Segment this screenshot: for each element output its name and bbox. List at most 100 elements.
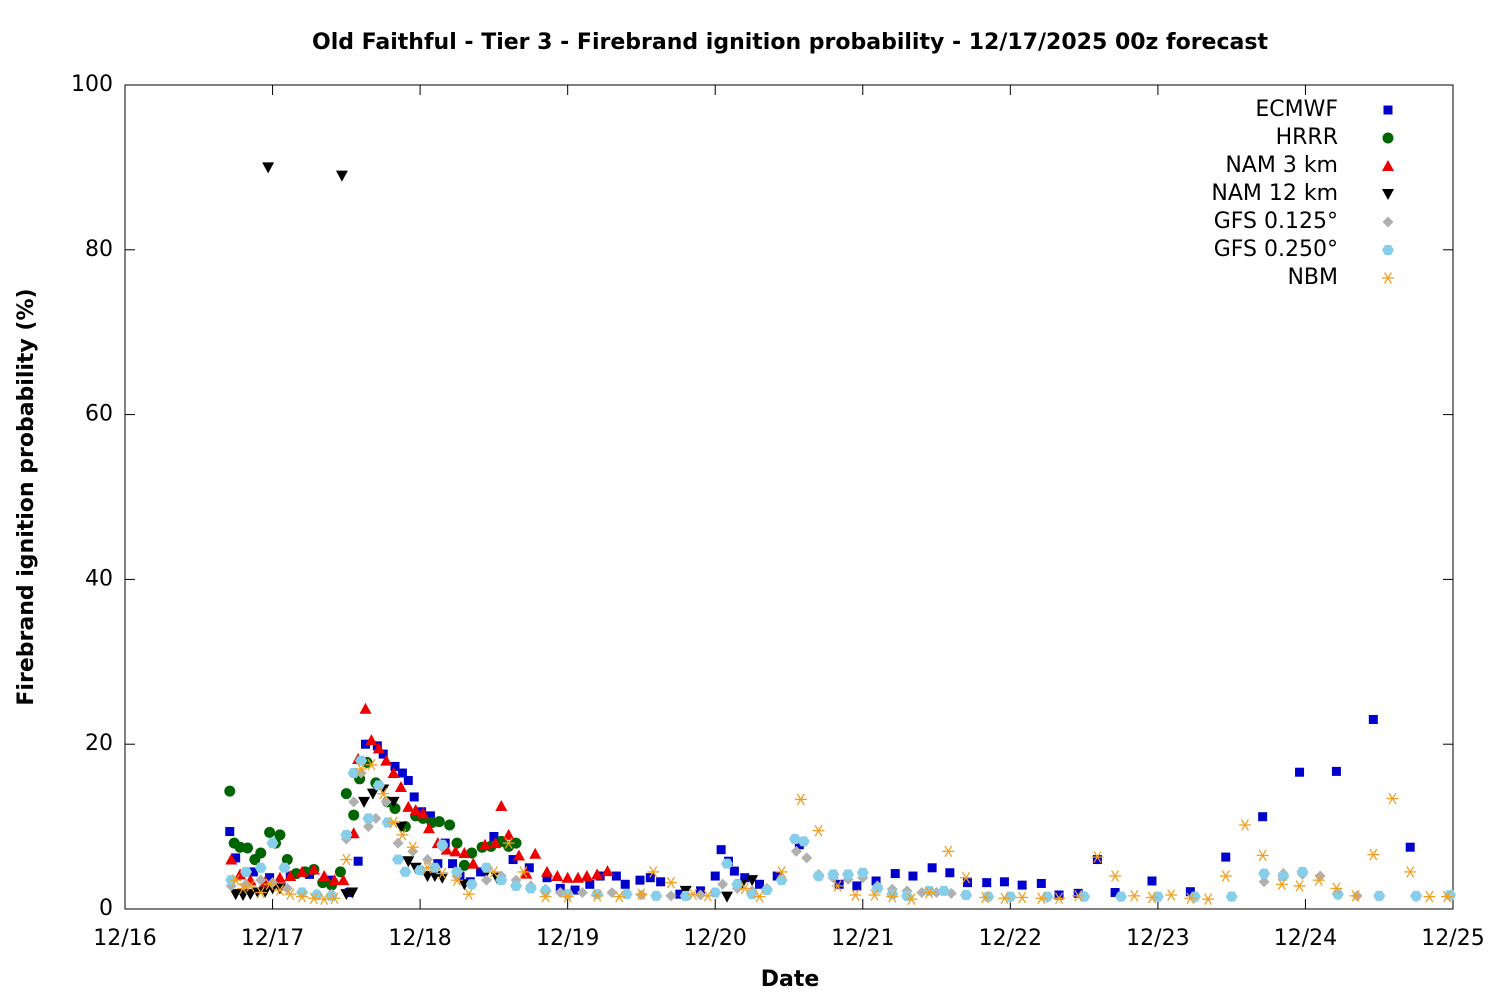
data-point — [601, 865, 614, 877]
data-point — [365, 758, 378, 771]
asterisk-stroke — [1295, 880, 1304, 892]
legend-marker — [1382, 189, 1394, 200]
data-point — [1312, 874, 1325, 887]
asterisk-stroke — [1240, 819, 1249, 831]
asterisk-stroke — [231, 874, 240, 887]
data-point — [1423, 890, 1436, 903]
legend-label: HRRR — [1276, 125, 1338, 150]
y-tick-label: 0 — [99, 896, 113, 921]
data-point — [717, 878, 729, 890]
data-point — [1277, 871, 1290, 882]
asterisk-stroke — [342, 853, 351, 866]
data-point — [362, 821, 374, 833]
data-point — [731, 879, 744, 890]
data-point — [436, 872, 449, 884]
asterisk-stroke — [1406, 866, 1415, 878]
data-point — [440, 843, 453, 855]
data-point — [794, 793, 807, 806]
data-point — [709, 887, 722, 898]
asterisk-stroke — [703, 889, 712, 902]
data-point — [409, 792, 419, 802]
asterisk-stroke — [1277, 878, 1286, 891]
data-point — [409, 804, 422, 816]
data-point — [1092, 855, 1102, 865]
data-point — [353, 856, 363, 866]
data-point — [539, 890, 552, 903]
data-point — [868, 889, 881, 901]
data-point — [387, 796, 400, 808]
data-point — [1330, 882, 1343, 895]
y-tick-label: 40 — [85, 566, 113, 591]
asterisk-stroke — [1388, 792, 1397, 805]
y-tick-label: 80 — [85, 237, 113, 262]
data-point — [1073, 888, 1083, 898]
data-point — [721, 858, 734, 869]
data-point — [340, 788, 352, 800]
data-point — [1054, 890, 1064, 900]
data-point — [335, 170, 348, 182]
data-point — [1368, 714, 1378, 724]
data-point — [775, 866, 788, 878]
data-point — [265, 873, 275, 883]
asterisk-stroke — [1074, 889, 1083, 902]
data-point — [458, 859, 470, 871]
data-point — [794, 840, 804, 850]
data-point — [591, 889, 604, 902]
data-point — [1258, 876, 1270, 888]
data-point — [346, 887, 359, 899]
x-tick-label: 12/24 — [1274, 926, 1337, 951]
data-point — [647, 866, 660, 878]
data-point — [520, 867, 533, 879]
data-point — [266, 838, 279, 849]
data-point — [370, 812, 382, 824]
asterisk-stroke — [1167, 889, 1176, 901]
asterisk-stroke — [1037, 892, 1046, 905]
data-point — [620, 879, 630, 889]
data-point — [1225, 891, 1238, 902]
data-point — [679, 890, 692, 901]
data-point — [337, 874, 350, 886]
asterisk-stroke — [320, 893, 329, 905]
asterisk-stroke — [925, 886, 934, 899]
x-tick-label: 12/20 — [684, 926, 747, 951]
asterisk-stroke — [981, 891, 990, 904]
x-tick-label: 12/22 — [979, 926, 1042, 951]
data-point — [307, 863, 320, 875]
data-point — [561, 890, 574, 903]
legend-marker — [1383, 105, 1393, 115]
data-point — [1258, 868, 1271, 879]
data-point — [348, 796, 360, 808]
asterisk-stroke — [357, 763, 366, 775]
asterisk-stroke — [452, 874, 462, 887]
data-point — [960, 889, 973, 900]
asterisk-stroke — [298, 890, 307, 903]
data-point — [517, 866, 530, 878]
asterisk-stroke — [907, 893, 916, 905]
data-point — [1091, 851, 1104, 863]
data-point — [262, 162, 275, 174]
asterisk-stroke — [755, 890, 764, 903]
data-point — [307, 892, 320, 905]
data-point — [451, 874, 463, 887]
data-point — [263, 878, 276, 891]
asterisk-stroke — [389, 816, 398, 829]
asterisk-stroke — [286, 888, 295, 901]
data-point — [244, 880, 257, 892]
data-point — [255, 874, 267, 886]
asterisk-stroke — [541, 890, 550, 903]
data-point — [1109, 870, 1122, 882]
asterisk-stroke — [1147, 891, 1157, 904]
data-point — [407, 845, 419, 857]
x-tick-label: 12/25 — [1421, 926, 1484, 951]
data-point — [982, 878, 992, 888]
data-point — [524, 863, 534, 873]
data-point — [606, 887, 618, 899]
asterisk-stroke — [309, 892, 318, 905]
data-point — [1441, 890, 1454, 903]
data-point — [1036, 878, 1046, 888]
legend-label: GFS 0.250° — [1214, 237, 1338, 262]
data-point — [1296, 866, 1309, 877]
data-point — [495, 875, 508, 886]
data-point — [998, 892, 1011, 905]
